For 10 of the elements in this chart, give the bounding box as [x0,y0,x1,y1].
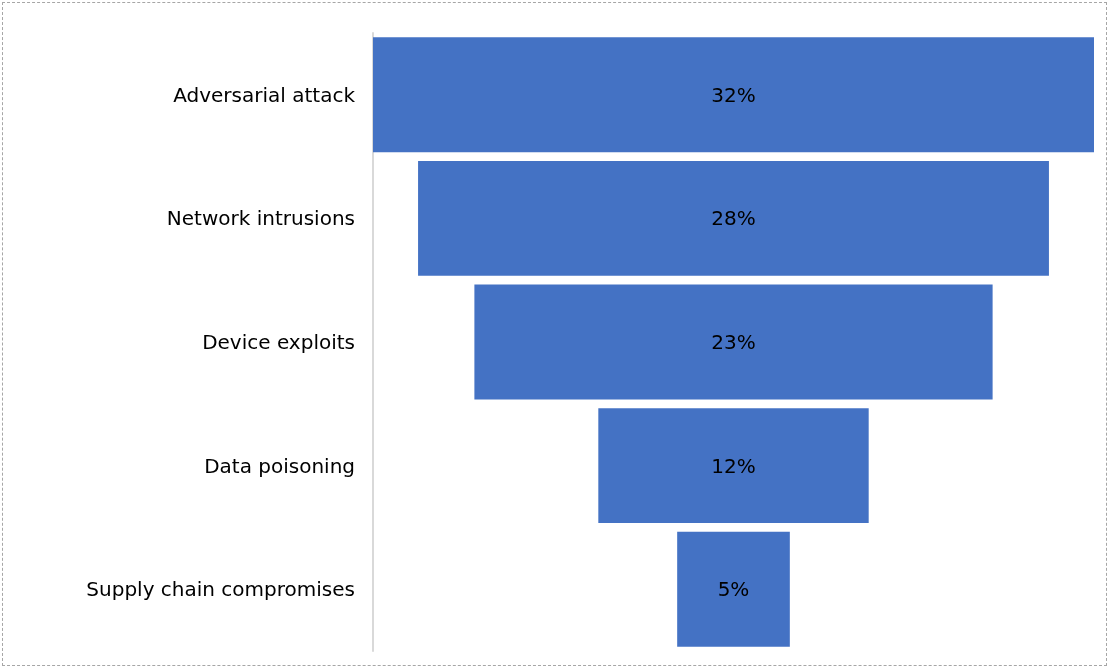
data-label: 5% [717,577,750,602]
category-label: Device exploits [202,330,355,354]
data-label: 23% [711,330,756,354]
data-label: 28% [711,206,756,231]
category-label: Supply chain compromises [86,577,355,602]
category-label: Data poisoning [204,453,355,478]
data-label: 12% [711,453,756,478]
data-label: 32% [711,82,756,107]
category-label: Adversarial attack [173,82,356,107]
category-label: Network intrusions [166,206,355,231]
